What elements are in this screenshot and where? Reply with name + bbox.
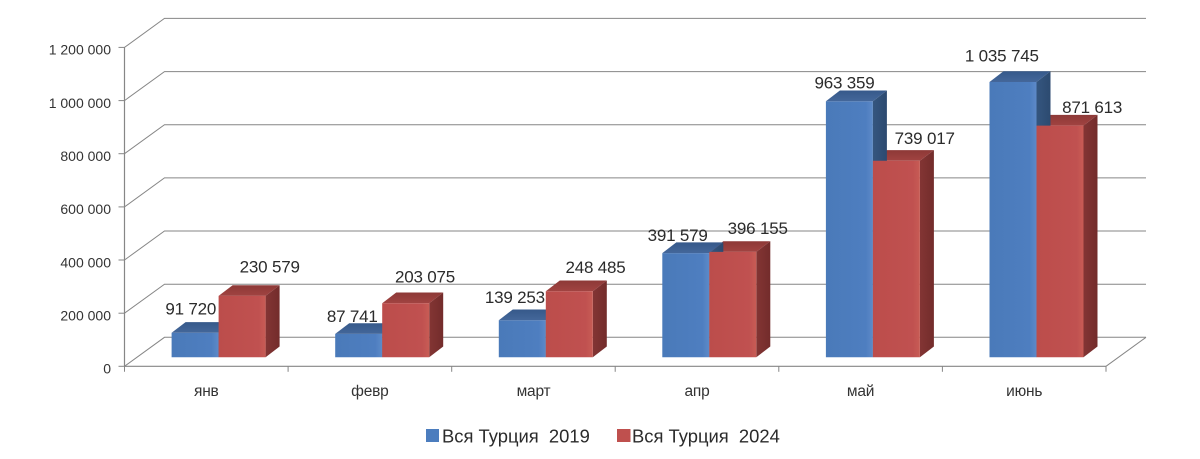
svg-text:янв: янв [194, 383, 219, 400]
svg-text:1 200 000: 1 200 000 [49, 42, 111, 58]
svg-text:май: май [847, 383, 874, 400]
svg-text:203 075: 203 075 [395, 268, 455, 287]
svg-text:Вся Турция 2019: Вся Турция 2019 [442, 425, 590, 446]
svg-text:1 035 745: 1 035 745 [965, 46, 1039, 65]
svg-text:0: 0 [103, 361, 111, 377]
svg-text:Вся Турция 2024: Вся Турция 2024 [632, 425, 780, 446]
svg-text:600 000: 600 000 [60, 201, 111, 217]
svg-text:июнь: июнь [1006, 383, 1042, 400]
svg-text:139 253: 139 253 [485, 288, 545, 307]
svg-text:871 613: 871 613 [1062, 98, 1122, 117]
svg-text:91 720: 91 720 [165, 300, 216, 319]
svg-text:февр: февр [351, 383, 388, 400]
svg-text:739 017: 739 017 [895, 129, 955, 148]
svg-text:963 359: 963 359 [814, 73, 874, 92]
svg-text:230 579: 230 579 [240, 258, 300, 277]
svg-text:400 000: 400 000 [60, 254, 111, 270]
svg-text:апр: апр [684, 383, 709, 400]
svg-text:396 155: 396 155 [728, 219, 788, 238]
svg-text:248 485: 248 485 [565, 258, 625, 277]
svg-text:87 741: 87 741 [327, 307, 378, 326]
svg-text:391 579: 391 579 [648, 226, 708, 245]
svg-text:800 000: 800 000 [60, 148, 111, 164]
svg-text:200 000: 200 000 [60, 308, 111, 324]
svg-text:1 000 000: 1 000 000 [49, 95, 111, 111]
svg-text:март: март [517, 383, 551, 400]
